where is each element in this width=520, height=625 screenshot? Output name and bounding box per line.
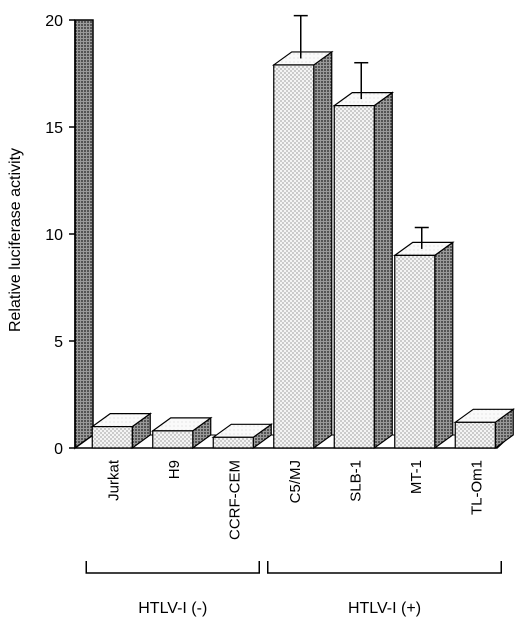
bar-h9 (150, 416, 213, 450)
bar-tl-om1 (453, 408, 516, 450)
bar-ccrf-cem (211, 423, 274, 450)
x-tick-label: MT-1 (408, 460, 425, 494)
back-wall-panel (74, 19, 94, 450)
y-tick-label: 10 (45, 227, 63, 244)
bar-front (394, 254, 436, 449)
bar-front (454, 421, 496, 449)
bar-mt-1 (392, 226, 455, 450)
group-brackets: HTLV-I (-) HTLV-I (+) (85, 561, 502, 617)
x-tick-label: SLB-1 (347, 460, 364, 502)
x-axis-labels: Jurkat H9 CCRF-CEM C5/MJ SLB-1 MT-1 TL-Om1 (105, 459, 485, 540)
bar-front (212, 436, 254, 449)
x-tick-label: H9 (166, 460, 183, 479)
group-bracket-line (267, 561, 502, 574)
bar-front (91, 426, 133, 449)
x-tick-label: C5/MJ (287, 460, 304, 503)
bar-jurkat (90, 412, 153, 450)
y-tick-label: 15 (45, 120, 63, 137)
y-tick-label: 0 (54, 441, 63, 458)
bar-side (313, 50, 333, 450)
y-axis-title: Relative luciferase activity (7, 148, 24, 332)
y-axis: 0 5 10 15 20 (45, 13, 76, 458)
y-tick-label: 20 (45, 13, 63, 30)
x-tick-label: TL-Om1 (468, 460, 485, 515)
bars (90, 14, 516, 450)
y-tick-label: 5 (54, 334, 63, 351)
group-bracket: HTLV-I (-) (85, 561, 260, 617)
bar-side (434, 241, 454, 450)
bar-front (333, 104, 375, 449)
bar-front (273, 64, 315, 449)
group-bracket-line (85, 561, 260, 574)
bar-side (373, 91, 393, 450)
bar-slb-1 (332, 61, 395, 450)
x-tick-label: Jurkat (105, 459, 122, 501)
bar-c5-mj (271, 14, 334, 450)
bar-front (152, 430, 194, 449)
group-label: HTLV-I (-) (138, 600, 207, 617)
x-tick-label: CCRF-CEM (226, 460, 243, 540)
group-bracket: HTLV-I (+) (267, 561, 502, 617)
group-label: HTLV-I (+) (348, 600, 421, 617)
